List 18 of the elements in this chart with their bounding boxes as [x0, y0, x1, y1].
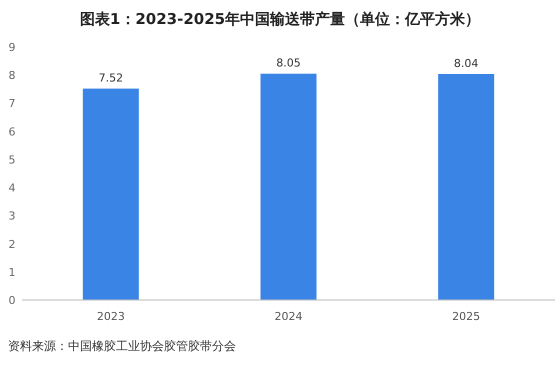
data-label: 8.05 [276, 56, 301, 70]
x-tick-label: 2025 [452, 310, 480, 323]
y-tick-label: 0 [8, 294, 16, 307]
x-tick-label: 2023 [96, 310, 125, 323]
text: 资料来源：中国橡胶工业协会胶管胶带分会 [8, 339, 236, 353]
data-label: 8.04 [454, 56, 478, 70]
y-tick-label: 1 [8, 266, 16, 279]
y-tick-label: 4 [8, 182, 16, 195]
data-label: 7.52 [98, 72, 124, 85]
y-tick-label: 9 [8, 41, 16, 54]
y-tick-label: 6 [8, 125, 16, 138]
chart-title: 图表1：2023-2025年中国输送带产量（单位：亿平方米） [80, 10, 480, 28]
y-tick-label: 3 [8, 210, 16, 223]
y-tick-label: 5 [8, 153, 16, 166]
y-tick-label: 2 [8, 238, 16, 251]
y-tick-label: 7 [8, 97, 16, 110]
x-tick-label: 2024 [274, 310, 302, 323]
y-tick-label: 8 [8, 69, 16, 82]
